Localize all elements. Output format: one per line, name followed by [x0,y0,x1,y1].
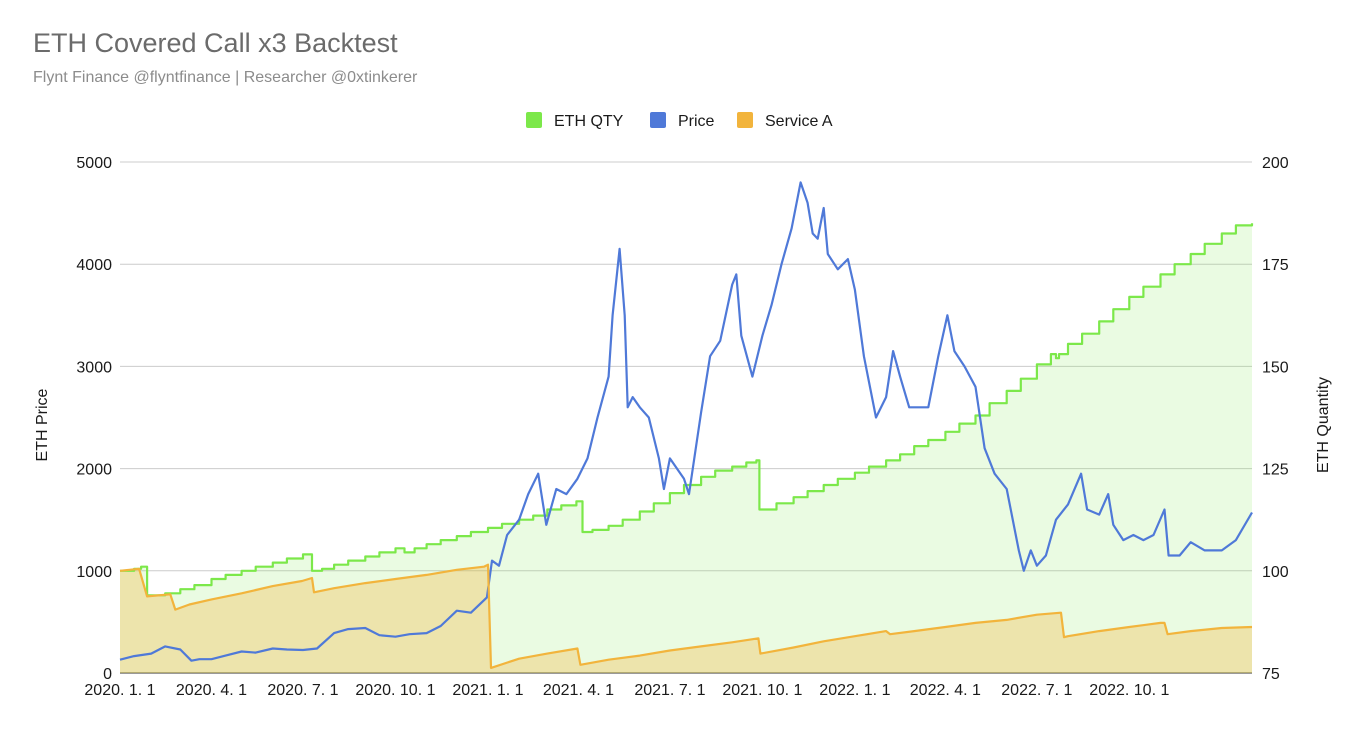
series-areas [120,223,1252,674]
y-right-tick-label: 150 [1262,359,1289,376]
eth-qty-area [120,223,1252,674]
legend-label-service-a: Service A [765,113,833,130]
y-right-tick-label: 100 [1262,564,1289,581]
x-tick-label: 2021. 7. 1 [634,682,705,699]
y-left-tick-label: 0 [103,666,112,683]
legend-swatch-service-a [737,112,753,128]
legend-label-eth-qty: ETH QTY [554,113,624,130]
x-tick-label: 2020. 7. 1 [267,682,338,699]
x-tick-label: 2020. 1. 1 [84,682,155,699]
x-tick-label: 2021. 1. 1 [452,682,523,699]
x-tick-label: 2022. 10. 1 [1089,682,1169,699]
x-tick-label: 2022. 7. 1 [1001,682,1072,699]
x-tick-label: 2021. 10. 1 [722,682,802,699]
x-tick-label: 2020. 4. 1 [176,682,247,699]
axes: 0 1000 2000 3000 4000 5000 75 100 125 150 175 200 20… [76,155,1288,699]
y-left-tick-label: 5000 [76,155,112,172]
y-right-tick-label: 175 [1262,257,1289,274]
y-left-tick-label: 4000 [76,257,112,274]
series-lines [119,181,1254,669]
chart-title: ETH Covered Call x3 Backtest [33,28,398,58]
y-right-tick-label: 125 [1262,462,1289,479]
legend: ETH QTY Price Service A [526,112,833,130]
x-tick-label: 2022. 1. 1 [819,682,890,699]
y-left-tick-label: 2000 [76,462,112,479]
service-a-line [119,563,1253,669]
y-left-tick-label: 3000 [76,359,112,376]
x-tick-label: 2022. 4. 1 [910,682,981,699]
y-right-tick-label: 75 [1262,666,1280,683]
service-a-area [120,564,1252,673]
chart-subtitle: Flynt Finance @flyntfinance | Researcher… [33,69,418,86]
eth-qty-line [120,223,1254,597]
legend-label-price: Price [678,113,715,130]
y-right-axis-label: ETH Quantity [1315,377,1332,473]
y-left-tick-label: 1000 [76,564,112,581]
legend-swatch-eth-qty [526,112,542,128]
x-tick-label: 2020. 10. 1 [355,682,435,699]
x-tick-label: 2021. 4. 1 [543,682,614,699]
legend-swatch-price [650,112,666,128]
y-left-axis-label: ETH Price [34,388,51,461]
y-right-tick-label: 200 [1262,155,1289,172]
gridlines [120,161,1252,674]
price-line [119,181,1253,662]
